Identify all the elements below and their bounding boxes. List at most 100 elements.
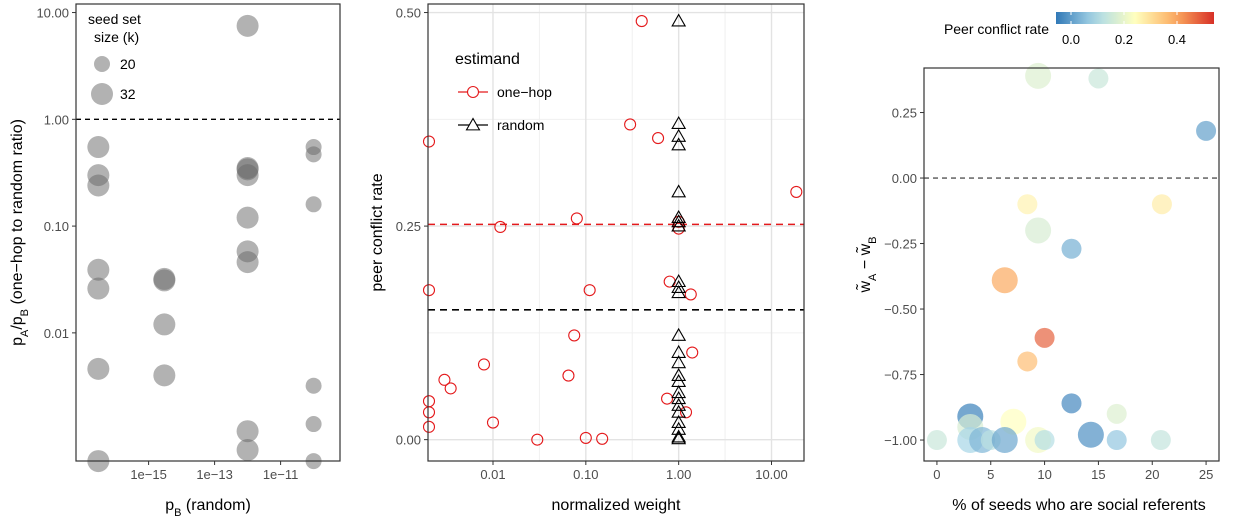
panel-a-point <box>236 14 259 37</box>
panel-a-point <box>87 277 110 300</box>
panel-a-y-tick-label: 0.01 <box>44 326 69 341</box>
panel-b-onehop-point <box>661 392 674 405</box>
panel-a-point <box>236 164 259 187</box>
panel-c-colorbar-tick-label: 0.0 <box>1062 32 1080 47</box>
panel-b-x-axis-label: normalized weight <box>552 497 682 514</box>
panel-c-y-axis-label: w̃A − w̃B <box>854 236 879 293</box>
panel-a-x-tick-label: 1e−15 <box>130 467 167 482</box>
panel-a-legend-title: size (k) <box>94 29 139 45</box>
panel-b-random-point <box>671 355 687 369</box>
panel-c-point <box>1150 430 1171 451</box>
panel-c-y-tick-label: −0.50 <box>884 302 917 317</box>
panel-a-x-tick-label: 1e−11 <box>263 467 299 482</box>
panel-b-random-point <box>671 385 687 399</box>
panel-a-legend-label: 32 <box>120 86 136 102</box>
panel-a-y-axis-label-part: B <box>19 309 31 316</box>
panel-c-x-tick-label: 15 <box>1091 467 1105 482</box>
panel-b-random-point <box>671 327 687 341</box>
panel-b-random-point <box>671 404 687 418</box>
panel-a-y-axis-label-part: A <box>19 329 31 337</box>
panel-b-onehop-point <box>568 329 581 342</box>
panel-b-random-point <box>671 344 687 358</box>
panel-b-onehop-point <box>684 288 697 301</box>
panel-b-onehop-point <box>679 406 693 419</box>
panel-b-random-point <box>671 137 687 151</box>
panel-a-point <box>305 196 322 213</box>
panel-c-y-axis-label-part: w̃ <box>854 281 874 294</box>
panel-c-point <box>1151 194 1172 215</box>
panel-b-random-point <box>671 285 687 299</box>
panel-a-y-axis-label: pA/pB (one−hop to random ratio) <box>9 119 31 346</box>
panel-a-point <box>153 313 176 336</box>
panel-a-legend-key <box>94 56 110 72</box>
panel-a-y-axis-label-part: (one−hop to random ratio) <box>9 119 26 309</box>
panel-a-y-tick-label: 10.00 <box>36 6 69 21</box>
panel-a-point <box>87 174 110 197</box>
panel-b-random-point <box>671 397 687 411</box>
panel-a-legend-title: seed set <box>88 11 141 27</box>
panel-a-legend-key <box>91 83 113 105</box>
panel-a-point <box>87 258 110 281</box>
panel-b-legend-key-random <box>465 117 481 131</box>
panel-c-point <box>1017 351 1038 372</box>
panel-a-point <box>236 420 259 443</box>
panel-b-onehop-point <box>422 420 436 433</box>
panel-b-onehop-point <box>444 382 457 395</box>
panel-b-random-point <box>671 414 687 428</box>
panel-c-colorbar-tick-label: 0.4 <box>1168 32 1186 47</box>
panel-c-point <box>926 430 947 451</box>
panel-b-random-point <box>671 431 687 445</box>
panel-a-point <box>305 416 322 433</box>
panel-a-point <box>87 357 110 380</box>
panel-b-onehop-point <box>422 135 436 148</box>
panel-c-y-tick-label: −0.75 <box>884 368 917 383</box>
panel-b-onehop-point <box>579 431 592 444</box>
panel-a-x-axis-label-part: (random) <box>181 497 250 514</box>
panel-a-y-tick-label: 0.10 <box>44 219 69 234</box>
panel-c-y-axis-label-part: A <box>867 273 879 281</box>
panel-a-legend-label: 20 <box>120 56 136 72</box>
panel-c-point <box>1061 238 1082 259</box>
panel-b-onehop-point <box>596 432 609 445</box>
panel-b-x-tick-label: 0.10 <box>573 467 598 482</box>
panel-b-onehop-point <box>790 185 803 198</box>
panel-c-colorbar-title: Peer conflict rate <box>944 21 1049 37</box>
panel-c-colorbar-tick-label: 0.2 <box>1115 32 1133 47</box>
panel-b-random-point <box>671 429 687 443</box>
panel-b-y-tick-label: 0.25 <box>396 219 421 234</box>
panel-b-random-point <box>671 391 687 405</box>
panel-a-point <box>305 377 322 394</box>
panel-b-onehop-point <box>652 132 665 145</box>
panel-c-point <box>1106 403 1127 424</box>
panel-b-onehop-point <box>486 416 500 429</box>
panel-c-y-tick-label: −0.25 <box>884 237 917 252</box>
panel-b-x-tick-label: 1.00 <box>666 467 691 482</box>
panel-a-x-axis-label-part: B <box>174 507 181 519</box>
panel-b-random-point <box>671 367 687 382</box>
panel-c-x-axis-label: % of seeds who are social referents <box>952 497 1205 514</box>
panel-c-point <box>1034 327 1055 348</box>
panel-b-random-point <box>671 128 687 142</box>
panel-a-point <box>87 136 110 159</box>
panel-b-onehop-point <box>422 406 436 419</box>
panel-c-point <box>1088 68 1109 89</box>
panel-b-random-point <box>671 115 687 130</box>
panel-a-point <box>305 146 322 163</box>
panel-a-point <box>153 269 176 292</box>
panel-b-onehop-point <box>635 15 648 28</box>
panel-b-random-point <box>671 218 687 232</box>
panel-b-random-point <box>671 214 687 228</box>
panel-c-point <box>1034 430 1055 451</box>
panel-c-point <box>1025 62 1052 89</box>
panel-b-random-point <box>671 209 687 223</box>
panel-c-y-axis-label-part: − w̃ <box>854 243 874 273</box>
panel-c-point <box>1017 194 1038 215</box>
panel-a-background <box>76 4 340 461</box>
panel-b-legend-key-onehop <box>466 85 480 99</box>
panel-b-onehop-point <box>422 284 436 297</box>
panel-c-y-tick-label: 0.25 <box>892 106 917 121</box>
panel-b-onehop-point <box>686 346 699 359</box>
panel-b-legend-title: estimand <box>455 51 520 68</box>
panel-b-y-axis-label: peer conflict rate <box>369 173 386 291</box>
